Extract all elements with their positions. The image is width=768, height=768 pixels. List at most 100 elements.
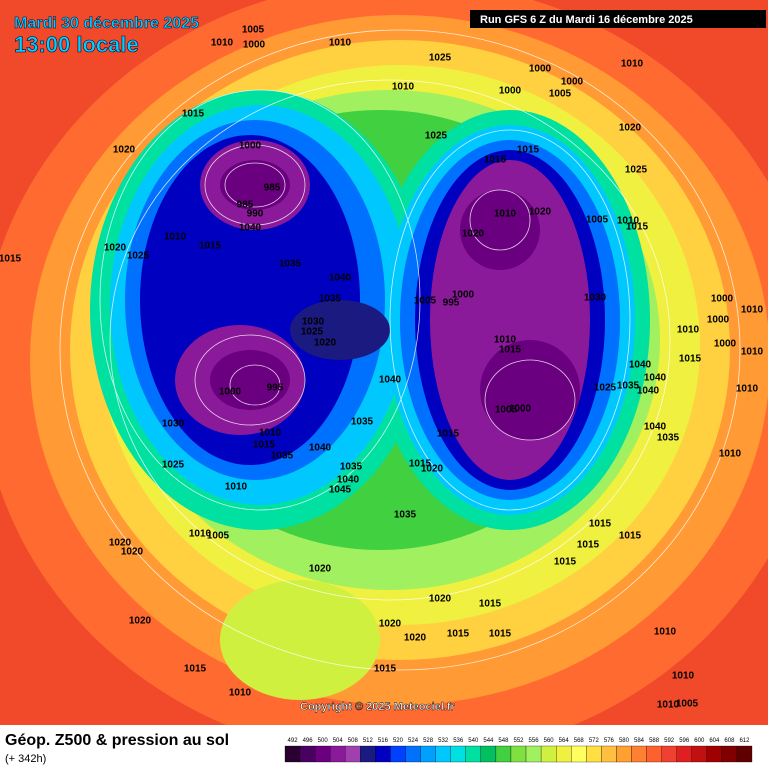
colorbar-swatch <box>721 745 738 763</box>
pressure-label: 1040 <box>644 373 667 384</box>
pressure-label: 1020 <box>421 464 444 475</box>
pressure-label: 1015 <box>184 664 207 675</box>
colorbar-swatch <box>495 745 512 763</box>
colorbar-swatch <box>661 745 677 763</box>
pressure-label: 1020 <box>109 538 132 549</box>
pressure-label: 1015 <box>182 109 205 120</box>
colorbar-label: 588 <box>649 738 660 744</box>
colorbar-swatch <box>646 745 662 763</box>
colorbar-swatch <box>480 745 497 763</box>
colorbar-swatch <box>375 745 391 763</box>
colorbar-label: 516 <box>378 738 389 744</box>
colorbar-swatch <box>405 745 421 763</box>
colorbar-label: 584 <box>634 738 645 744</box>
pressure-label: 1000 <box>529 64 552 75</box>
colorbar-swatch <box>450 745 466 763</box>
pressure-label: 1035 <box>340 462 363 473</box>
colorbar-swatch <box>435 745 451 763</box>
pressure-label: 1015 <box>447 629 470 640</box>
pressure-label: 1035 <box>271 451 294 462</box>
colorbar-label: 548 <box>498 738 509 744</box>
pressure-label: 1010 <box>211 38 234 49</box>
colorbar-label: 500 <box>318 738 329 744</box>
pressure-label: 1000 <box>561 77 584 88</box>
pressure-label: 1015 <box>554 557 577 568</box>
pressure-label: 985 <box>237 200 254 211</box>
colorbar-swatch <box>706 745 723 763</box>
pressure-label: 1010 <box>229 688 252 699</box>
colorbar-swatch <box>586 745 602 763</box>
pressure-label: 1015 <box>199 241 222 252</box>
pressure-label: 1040 <box>637 386 660 397</box>
pressure-label: 1015 <box>489 629 512 640</box>
colorbar-label: 544 <box>483 738 494 744</box>
pressure-label: 1000 <box>219 387 242 398</box>
colorbar-swatch <box>510 745 527 763</box>
colorbar-label: 496 <box>303 738 314 744</box>
pressure-label: 1030 <box>302 317 325 328</box>
pressure-label: 1035 <box>279 259 302 270</box>
colorbar-label: 520 <box>393 738 404 744</box>
pressure-label: 1025 <box>162 460 185 471</box>
pressure-label: 1005 <box>586 215 609 226</box>
pressure-label: 1025 <box>625 165 648 176</box>
pressure-label: 1045 <box>329 485 352 496</box>
colorbar-swatch <box>691 745 707 763</box>
colorbar-label: 560 <box>544 738 555 744</box>
pressure-label: 1015 <box>479 599 502 610</box>
colorbar-label: 528 <box>423 738 434 744</box>
pressure-label: 1005 <box>207 531 230 542</box>
pressure-label: 1010 <box>164 232 187 243</box>
pressure-label: 1030 <box>584 293 607 304</box>
pressure-label: 1010 <box>736 384 759 395</box>
pressure-label: 995 <box>267 383 284 394</box>
pressure-label: 1010 <box>392 82 415 93</box>
pressure-label: 1020 <box>113 145 136 156</box>
colorbar-label: 492 <box>288 738 299 744</box>
pressure-label: 1040 <box>239 223 262 234</box>
pressure-label: 1035 <box>617 381 640 392</box>
colorbar-swatch <box>525 745 542 763</box>
pressure-label: 1005 <box>549 89 572 100</box>
pressure-label: 1035 <box>319 294 342 305</box>
pressure-label: 1010 <box>657 700 680 711</box>
run-box <box>470 10 766 28</box>
colorbar-swatch <box>676 745 692 763</box>
pressure-label: 1015 <box>0 254 22 265</box>
pressure-label: 1040 <box>644 422 667 433</box>
colorbar-swatch <box>616 745 632 763</box>
pressure-label: 1020 <box>104 243 127 254</box>
pressure-label: 1025 <box>425 131 448 142</box>
colorbar-label: 552 <box>513 738 524 744</box>
colorbar-swatch <box>314 745 331 763</box>
colorbar-swatch <box>571 745 587 763</box>
pressure-label: 1015 <box>253 440 276 451</box>
pressure-label: 1020 <box>121 547 144 558</box>
pressure-label: 1015 <box>589 519 612 530</box>
pressure-label: 1000 <box>707 315 730 326</box>
pressure-label: 1025 <box>127 251 150 262</box>
colorbar-swatch <box>540 745 557 763</box>
colorbar-swatch <box>299 745 316 763</box>
pressure-label: 1025 <box>429 53 452 64</box>
pressure-label: 990 <box>247 209 264 220</box>
colorbar-label: 504 <box>333 738 344 744</box>
colorbar-label: 608 <box>724 738 735 744</box>
pressure-label: 1040 <box>379 375 402 386</box>
pressure-label: 1020 <box>129 616 152 627</box>
colorbar-swatch <box>465 745 481 763</box>
pressure-label: 1020 <box>314 338 337 349</box>
pressure-label: 1040 <box>329 273 352 284</box>
colorbar-label: 592 <box>664 738 675 744</box>
pressure-label: 1015 <box>577 540 600 551</box>
pressure-label: 1015 <box>499 345 522 356</box>
pressure-label: 1010 <box>741 305 764 316</box>
colorbar: 492 496 500 504 508 512 516 520 524 528 532 536 540 5… <box>284 738 753 763</box>
pressure-label: 1035 <box>351 417 374 428</box>
pressure-label: 1040 <box>337 475 360 486</box>
pressure-label: 1020 <box>429 594 452 605</box>
colorbar-label: 580 <box>619 738 630 744</box>
pressure-label: 1020 <box>379 619 402 630</box>
